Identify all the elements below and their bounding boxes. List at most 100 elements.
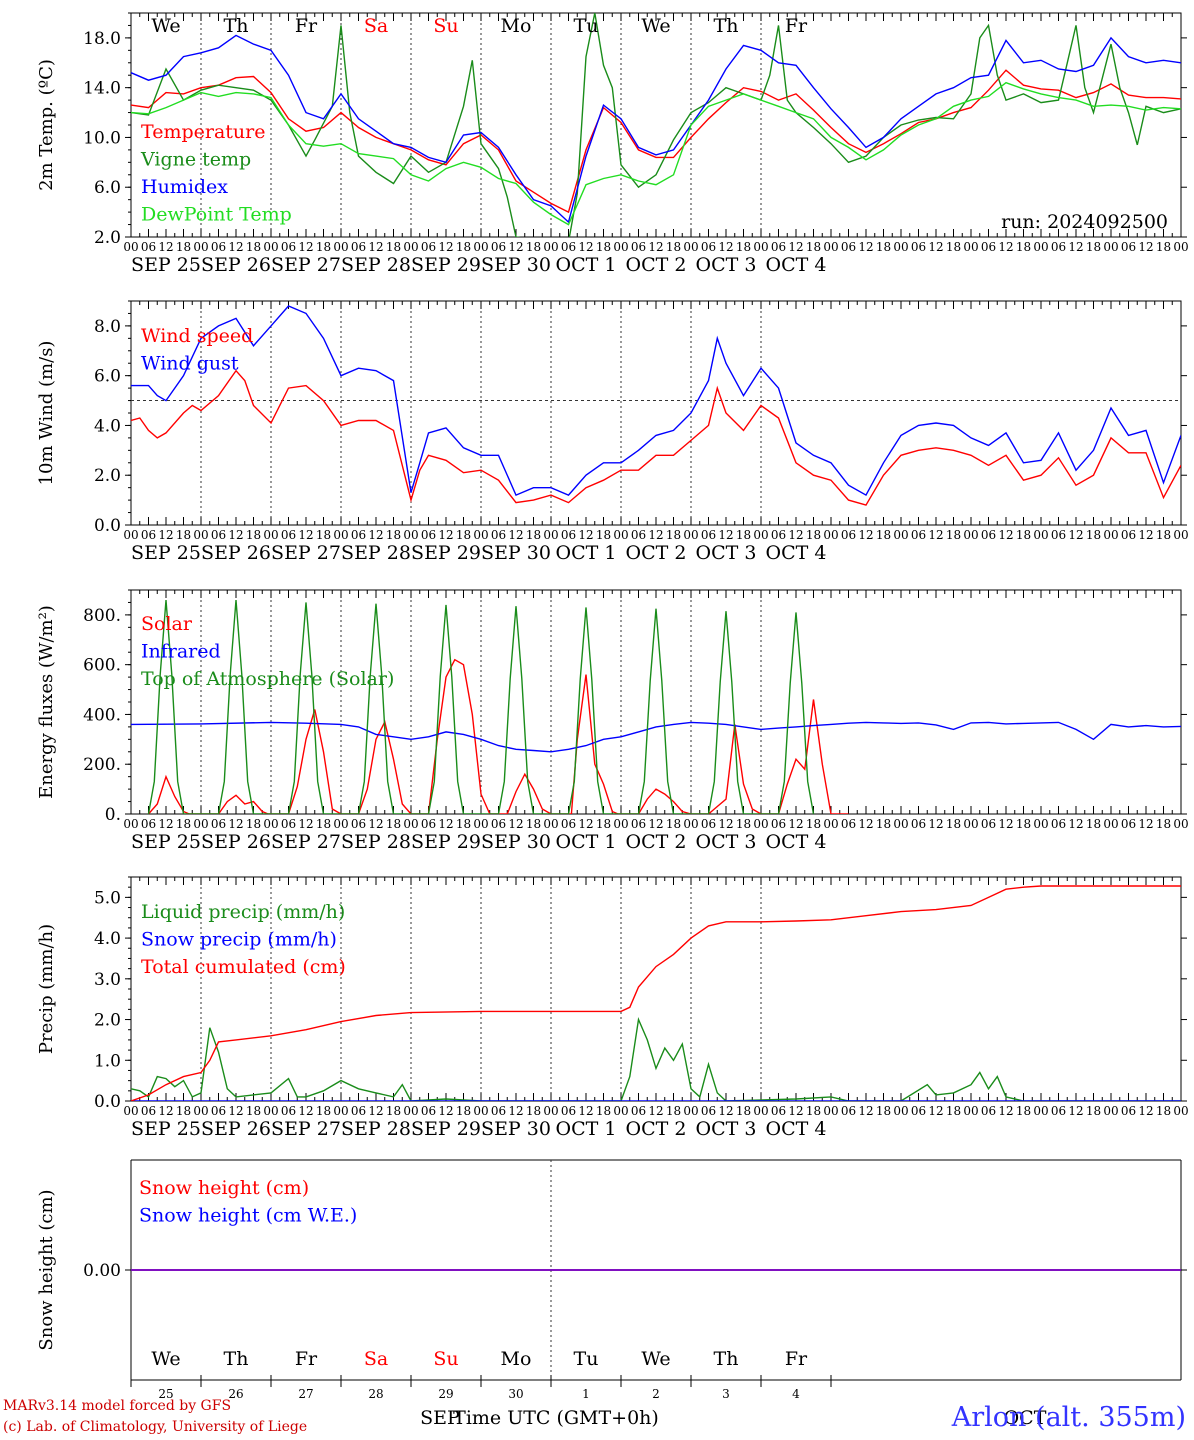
x-tick-label: 00: [123, 817, 138, 831]
x-tick-label: 06: [841, 528, 856, 542]
x-tick-label: 06: [281, 528, 296, 542]
x-tick-label: 12: [578, 240, 593, 254]
x-tick-label: 18: [316, 528, 331, 542]
x-tick-label: 00: [963, 528, 978, 542]
y-tick-label: 18.0: [83, 29, 121, 49]
y-tick-label: 10.0: [83, 128, 121, 148]
x-tick-label: 06: [841, 817, 856, 831]
x-day-label: SEP 30: [481, 254, 551, 276]
x-tick-label: 18: [946, 528, 961, 542]
x-tick-label: 00: [1103, 240, 1118, 254]
x-tick-label: 00: [823, 1104, 838, 1118]
x-tick-label: 12: [928, 528, 943, 542]
x-tick-label: 12: [578, 1104, 593, 1118]
x-tick-label: 18: [876, 817, 891, 831]
panel-4: 00 06 12 18 00 06 12 18 00 06 12 18 00 06 12 18 00 06 12 18…: [36, 876, 1189, 1140]
x-day-label: OCT 4: [766, 542, 827, 564]
x-tick-label: 12: [788, 817, 803, 831]
legend-entry: Temperature: [141, 121, 265, 143]
x-tick-label: 06: [1121, 1104, 1136, 1118]
x-tick-label: 06: [351, 1104, 366, 1118]
x-tick-label: 00: [683, 817, 698, 831]
x-tick-label: 12: [788, 1104, 803, 1118]
y-tick-label: 0.: [105, 805, 121, 825]
x-tick-label: 06: [701, 817, 716, 831]
x-tick-label: 12: [648, 528, 663, 542]
x-day-label: SEP 29: [411, 1118, 481, 1140]
x-tick-label: 06: [911, 817, 926, 831]
x-tick-label: 00: [683, 528, 698, 542]
series-line-infrared: [131, 721, 1181, 753]
x-tick-label: 12: [1068, 817, 1083, 831]
x-tick-label: 18: [526, 1104, 541, 1118]
x-tick-label: 00: [1173, 528, 1188, 542]
x-day-label: OCT 4: [766, 831, 827, 853]
x-tick-label: 00: [403, 817, 418, 831]
x-tick-label: 00: [753, 1104, 768, 1118]
weekday-label: We: [151, 15, 180, 37]
y-tick-label: 4.0: [94, 929, 121, 949]
x-tick-label: 06: [701, 528, 716, 542]
x-tick-label: 06: [351, 528, 366, 542]
x-tick-label: 12: [158, 1104, 173, 1118]
bottom-day-number: 3: [722, 1387, 730, 1401]
x-tick-label: 18: [1086, 817, 1101, 831]
y-tick-label: 4.0: [94, 416, 121, 436]
weekday-label: Fr: [295, 15, 318, 37]
x-tick-label: 00: [1033, 1104, 1048, 1118]
plot-frame: [130, 589, 1182, 815]
x-tick-label: 00: [193, 817, 208, 831]
weekday-label: Th: [224, 15, 249, 37]
weekday-label: Tu: [574, 15, 599, 37]
x-tick-label: 00: [893, 1104, 908, 1118]
bottom-day-number: 1: [582, 1387, 590, 1401]
x-tick-label: 06: [141, 240, 156, 254]
x-tick-label: 06: [1051, 1104, 1066, 1118]
legend-entry: Humidex: [141, 176, 228, 198]
weekday-label: Th: [714, 1348, 739, 1370]
x-tick-label: 06: [771, 817, 786, 831]
x-tick-label: 18: [316, 240, 331, 254]
x-axis-title: Time UTC (GMT+0h): [453, 1407, 659, 1429]
x-tick-label: 18: [666, 528, 681, 542]
y-tick-label: 6.0: [94, 178, 121, 198]
x-tick-label: 06: [911, 528, 926, 542]
x-tick-label: 00: [823, 528, 838, 542]
x-tick-label: 00: [473, 1104, 488, 1118]
x-tick-label: 18: [1016, 1104, 1031, 1118]
x-tick-label: 18: [386, 240, 401, 254]
x-tick-label: 00: [123, 240, 138, 254]
x-day-label: OCT 3: [696, 542, 757, 564]
x-tick-label: 06: [1051, 817, 1066, 831]
x-tick-label: 18: [176, 528, 191, 542]
x-tick-label: 06: [141, 817, 156, 831]
x-tick-label: 18: [526, 817, 541, 831]
x-tick-label: 18: [526, 528, 541, 542]
x-tick-label: 18: [736, 528, 751, 542]
x-tick-label: 06: [561, 240, 576, 254]
x-tick-label: 00: [193, 240, 208, 254]
x-tick-label: 06: [281, 1104, 296, 1118]
x-tick-label: 06: [211, 817, 226, 831]
x-tick-label: 12: [1138, 240, 1153, 254]
x-tick-label: 00: [403, 240, 418, 254]
x-tick-label: 18: [1016, 528, 1031, 542]
x-day-label: SEP 28: [341, 254, 411, 276]
x-tick-label: 00: [753, 240, 768, 254]
x-day-label: OCT 1: [556, 254, 617, 276]
x-tick-label: 06: [631, 240, 646, 254]
x-tick-label: 18: [736, 1104, 751, 1118]
bottom-day-number: 25: [158, 1387, 173, 1401]
x-tick-label: 06: [1051, 240, 1066, 254]
x-tick-label: 00: [123, 528, 138, 542]
x-month-label: OCT: [1004, 1407, 1047, 1429]
x-tick-label: 12: [928, 817, 943, 831]
y-tick-label: 8.0: [94, 317, 121, 337]
x-tick-label: 12: [858, 817, 873, 831]
x-tick-label: 00: [1033, 817, 1048, 831]
x-tick-label: 00: [893, 528, 908, 542]
y-tick-label: 0.0: [94, 516, 121, 536]
x-tick-label: 06: [561, 1104, 576, 1118]
x-tick-label: 00: [1173, 1104, 1188, 1118]
